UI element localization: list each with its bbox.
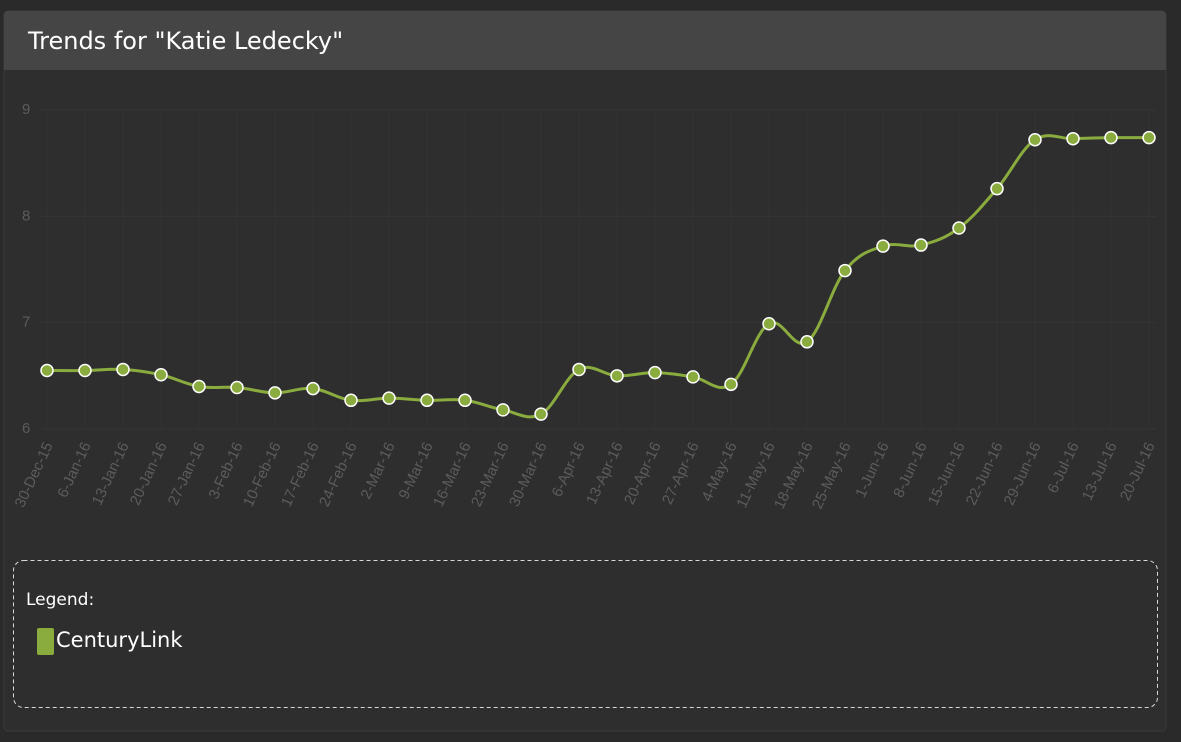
data-point bbox=[914, 238, 928, 252]
data-point bbox=[1104, 130, 1118, 145]
data-point bbox=[268, 386, 282, 400]
data-point bbox=[344, 393, 358, 408]
data-point bbox=[1028, 133, 1042, 147]
data-point bbox=[420, 393, 434, 408]
data-point bbox=[534, 407, 548, 421]
legend-label: CenturyLink bbox=[56, 628, 183, 652]
data-point bbox=[154, 368, 168, 382]
legend-swatch bbox=[37, 628, 54, 655]
data-point bbox=[496, 403, 510, 417]
panel-header bbox=[4, 11, 1166, 70]
data-point bbox=[990, 181, 1004, 196]
data-point bbox=[686, 370, 700, 384]
data-point bbox=[40, 363, 54, 378]
data-point bbox=[610, 369, 624, 383]
data-point bbox=[230, 380, 244, 395]
legend-title: Legend: bbox=[26, 590, 94, 610]
y-tick-label: 7 bbox=[22, 314, 30, 331]
data-point bbox=[78, 363, 92, 378]
data-point bbox=[382, 391, 396, 405]
legend-box bbox=[13, 560, 1158, 708]
data-point bbox=[876, 239, 890, 253]
data-point bbox=[1066, 131, 1080, 146]
data-point bbox=[648, 365, 662, 380]
data-point bbox=[116, 362, 130, 377]
data-point bbox=[306, 381, 320, 396]
data-point bbox=[1142, 130, 1156, 145]
data-point bbox=[572, 362, 586, 377]
data-point bbox=[800, 335, 814, 349]
data-point bbox=[952, 221, 966, 235]
chart-title: Trends for "Katie Ledecky" bbox=[27, 27, 343, 55]
y-tick-label: 8 bbox=[22, 207, 30, 224]
data-point bbox=[838, 263, 852, 278]
data-point bbox=[192, 379, 206, 394]
data-point bbox=[724, 377, 738, 392]
y-tick-label: 9 bbox=[22, 101, 30, 118]
data-point bbox=[458, 393, 472, 408]
y-tick-label: 6 bbox=[22, 420, 30, 437]
data-point bbox=[762, 316, 776, 331]
